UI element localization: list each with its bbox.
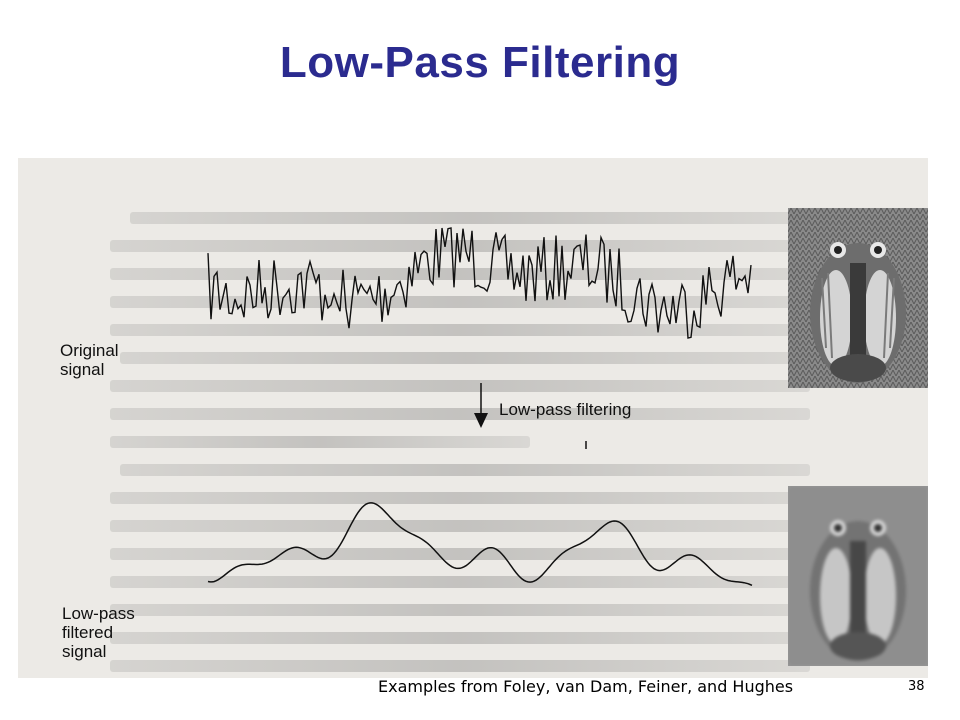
- filtered-signal-curve: [207, 502, 753, 586]
- original-signal-curve: [207, 227, 752, 339]
- filtered-signal-label: Low-pass filtered signal: [62, 604, 135, 661]
- arrow-down-icon: [474, 413, 488, 428]
- filter-label: Low-pass filtering: [499, 400, 632, 419]
- original-signal-label: Original signal: [60, 341, 119, 379]
- mandrill-icon: [788, 208, 928, 388]
- figure-scan: Original signal Low-pass filtering Low-p…: [18, 158, 928, 678]
- slide-title: Low-Pass Filtering: [279, 38, 681, 87]
- background-book-text: [110, 198, 830, 672]
- caption: Examples from Foley, van Dam, Feiner, an…: [378, 677, 794, 696]
- signal-plot: [207, 227, 753, 586]
- page-number: 38: [908, 679, 925, 694]
- mandrill-blurred-icon: [788, 486, 928, 666]
